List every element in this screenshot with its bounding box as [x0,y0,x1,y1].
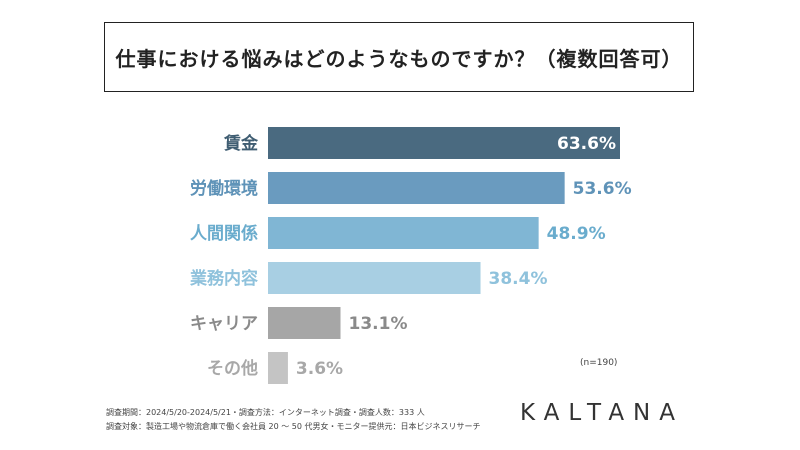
bar-1 [268,172,565,204]
category-label-5: その他 [207,358,258,379]
value-label-0: 63.6% [557,134,616,154]
category-label-3: 業務内容 [190,268,258,289]
value-label-3: 38.4% [489,269,548,289]
kaltana-logo: KALTANA [520,400,684,426]
sample-size-note: (n=190) [580,358,618,368]
footnote-survey-target: 調査対象：製造工場や物流倉庫で働く会社員 20 〜 50 代男女・モニター提供元… [106,422,481,431]
category-label-1: 労働環境 [190,178,258,199]
chart-title: 仕事における悩みはどのようなものですか？（複数回答可） [115,46,683,71]
bar-5 [268,352,288,384]
footnote-survey-period: 調査期間：2024/5/20-2024/5/21・調査方法：インターネット調査・… [106,408,425,417]
bar-4 [268,307,341,339]
value-label-1: 53.6% [573,179,632,199]
bar-0 [268,127,620,159]
value-label-5: 3.6% [296,359,343,379]
value-label-4: 13.1% [349,314,408,334]
category-label-2: 人間関係 [190,223,258,244]
chart-title-box: 仕事における悩みはどのようなものですか？（複数回答可） [104,22,694,92]
value-label-2: 48.9% [547,224,606,244]
category-label-4: キャリア [190,314,258,334]
category-label-0: 賃金 [223,133,259,154]
bar-2 [268,217,539,249]
bar-3 [268,262,481,294]
